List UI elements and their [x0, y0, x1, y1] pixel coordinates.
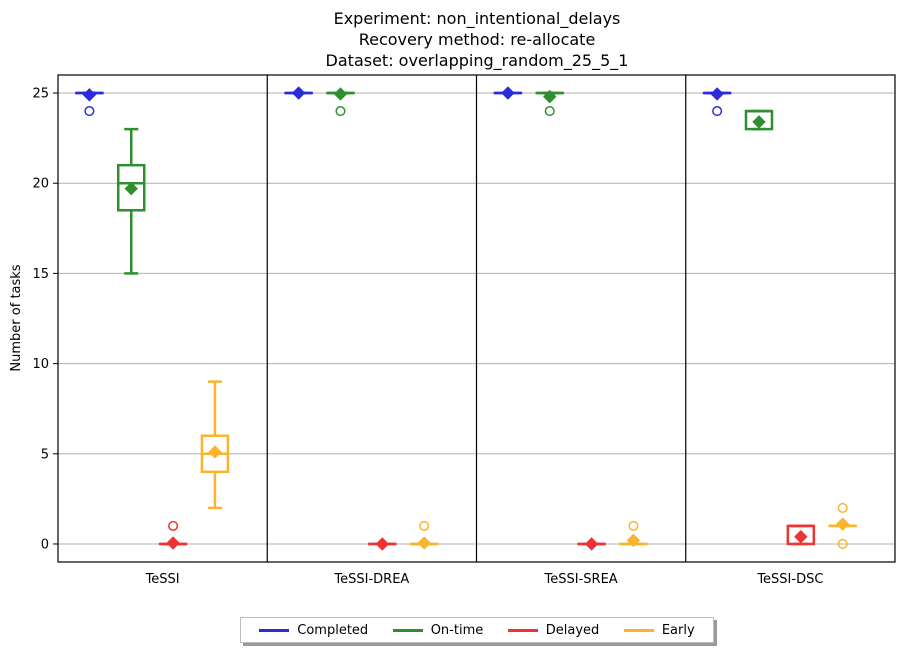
mean-marker: [626, 533, 641, 548]
mean-marker: [543, 89, 557, 104]
legend-label-completed: Completed: [297, 622, 369, 638]
axes-frame: [57, 74, 896, 563]
box: [116, 163, 146, 212]
flier-point: [837, 502, 848, 513]
y-axis-label: Number of tasks: [9, 264, 24, 371]
mean-marker: [333, 87, 348, 101]
legend-swatch-completed: [259, 628, 290, 632]
legend-label-delayed: Delayed: [545, 622, 600, 638]
mean-marker: [82, 88, 97, 102]
legend-item-delayed: Delayed: [507, 622, 600, 638]
legend-label-early: Early: [661, 622, 695, 638]
legend: Completed On-time Delayed Early: [240, 617, 714, 643]
flier-point: [84, 106, 95, 117]
x-tick-label: TeSSI-SREA: [544, 572, 618, 587]
legend-item-early: Early: [623, 622, 695, 638]
y-tick-label: 15: [32, 267, 49, 282]
plot-area: 0 5 10 15 20 25 TeSSI TeSSI-DREA TeSSI-SREA TeSSI…: [32, 74, 896, 587]
mean-marker: [835, 517, 850, 531]
legend-item-on-time: On-time: [392, 622, 484, 638]
flier-point: [168, 520, 179, 531]
legend-swatch-early: [623, 628, 654, 632]
x-tick-label: TeSSI-DSC: [756, 572, 823, 587]
legend-item-completed: Completed: [259, 623, 368, 638]
y-tick-label: 10: [32, 357, 49, 372]
mean-marker: [124, 181, 138, 196]
flier-point: [544, 106, 555, 117]
mean-marker: [208, 445, 222, 459]
mean-marker: [291, 86, 306, 100]
legend-label-on-time: On-time: [430, 622, 484, 638]
mean-marker: [501, 86, 515, 100]
mean-marker: [752, 115, 766, 129]
y-tick-label: 20: [32, 177, 49, 192]
mean-marker: [794, 530, 808, 544]
legend-swatch-delayed: [507, 628, 538, 632]
flier-point: [419, 520, 430, 531]
chart-title: Experiment: non_intentional_delays Recov…: [326, 9, 629, 71]
y-tick-label: 0: [41, 537, 49, 552]
x-tick-label: TeSSI-DREA: [333, 572, 409, 587]
mean-marker: [375, 537, 390, 551]
mean-marker: [710, 87, 724, 101]
x-tick-label: TeSSI: [145, 572, 180, 587]
flier-point: [837, 538, 848, 550]
title-line-2: Recovery method: re-allocate: [359, 30, 596, 49]
flier-point: [628, 520, 639, 531]
mean-marker: [166, 536, 180, 550]
title-line-1: Experiment: non_intentional_delays: [334, 9, 621, 29]
mean-marker: [417, 536, 431, 550]
mean-marker: [584, 537, 599, 551]
flier-point: [712, 106, 723, 117]
legend-swatch-on-time: [392, 628, 423, 632]
y-tick-label: 25: [32, 87, 49, 102]
title-line-3: Dataset: overlapping_random_25_5_1: [326, 51, 629, 71]
y-tick-label: 5: [41, 447, 49, 462]
flier-point: [335, 106, 346, 117]
